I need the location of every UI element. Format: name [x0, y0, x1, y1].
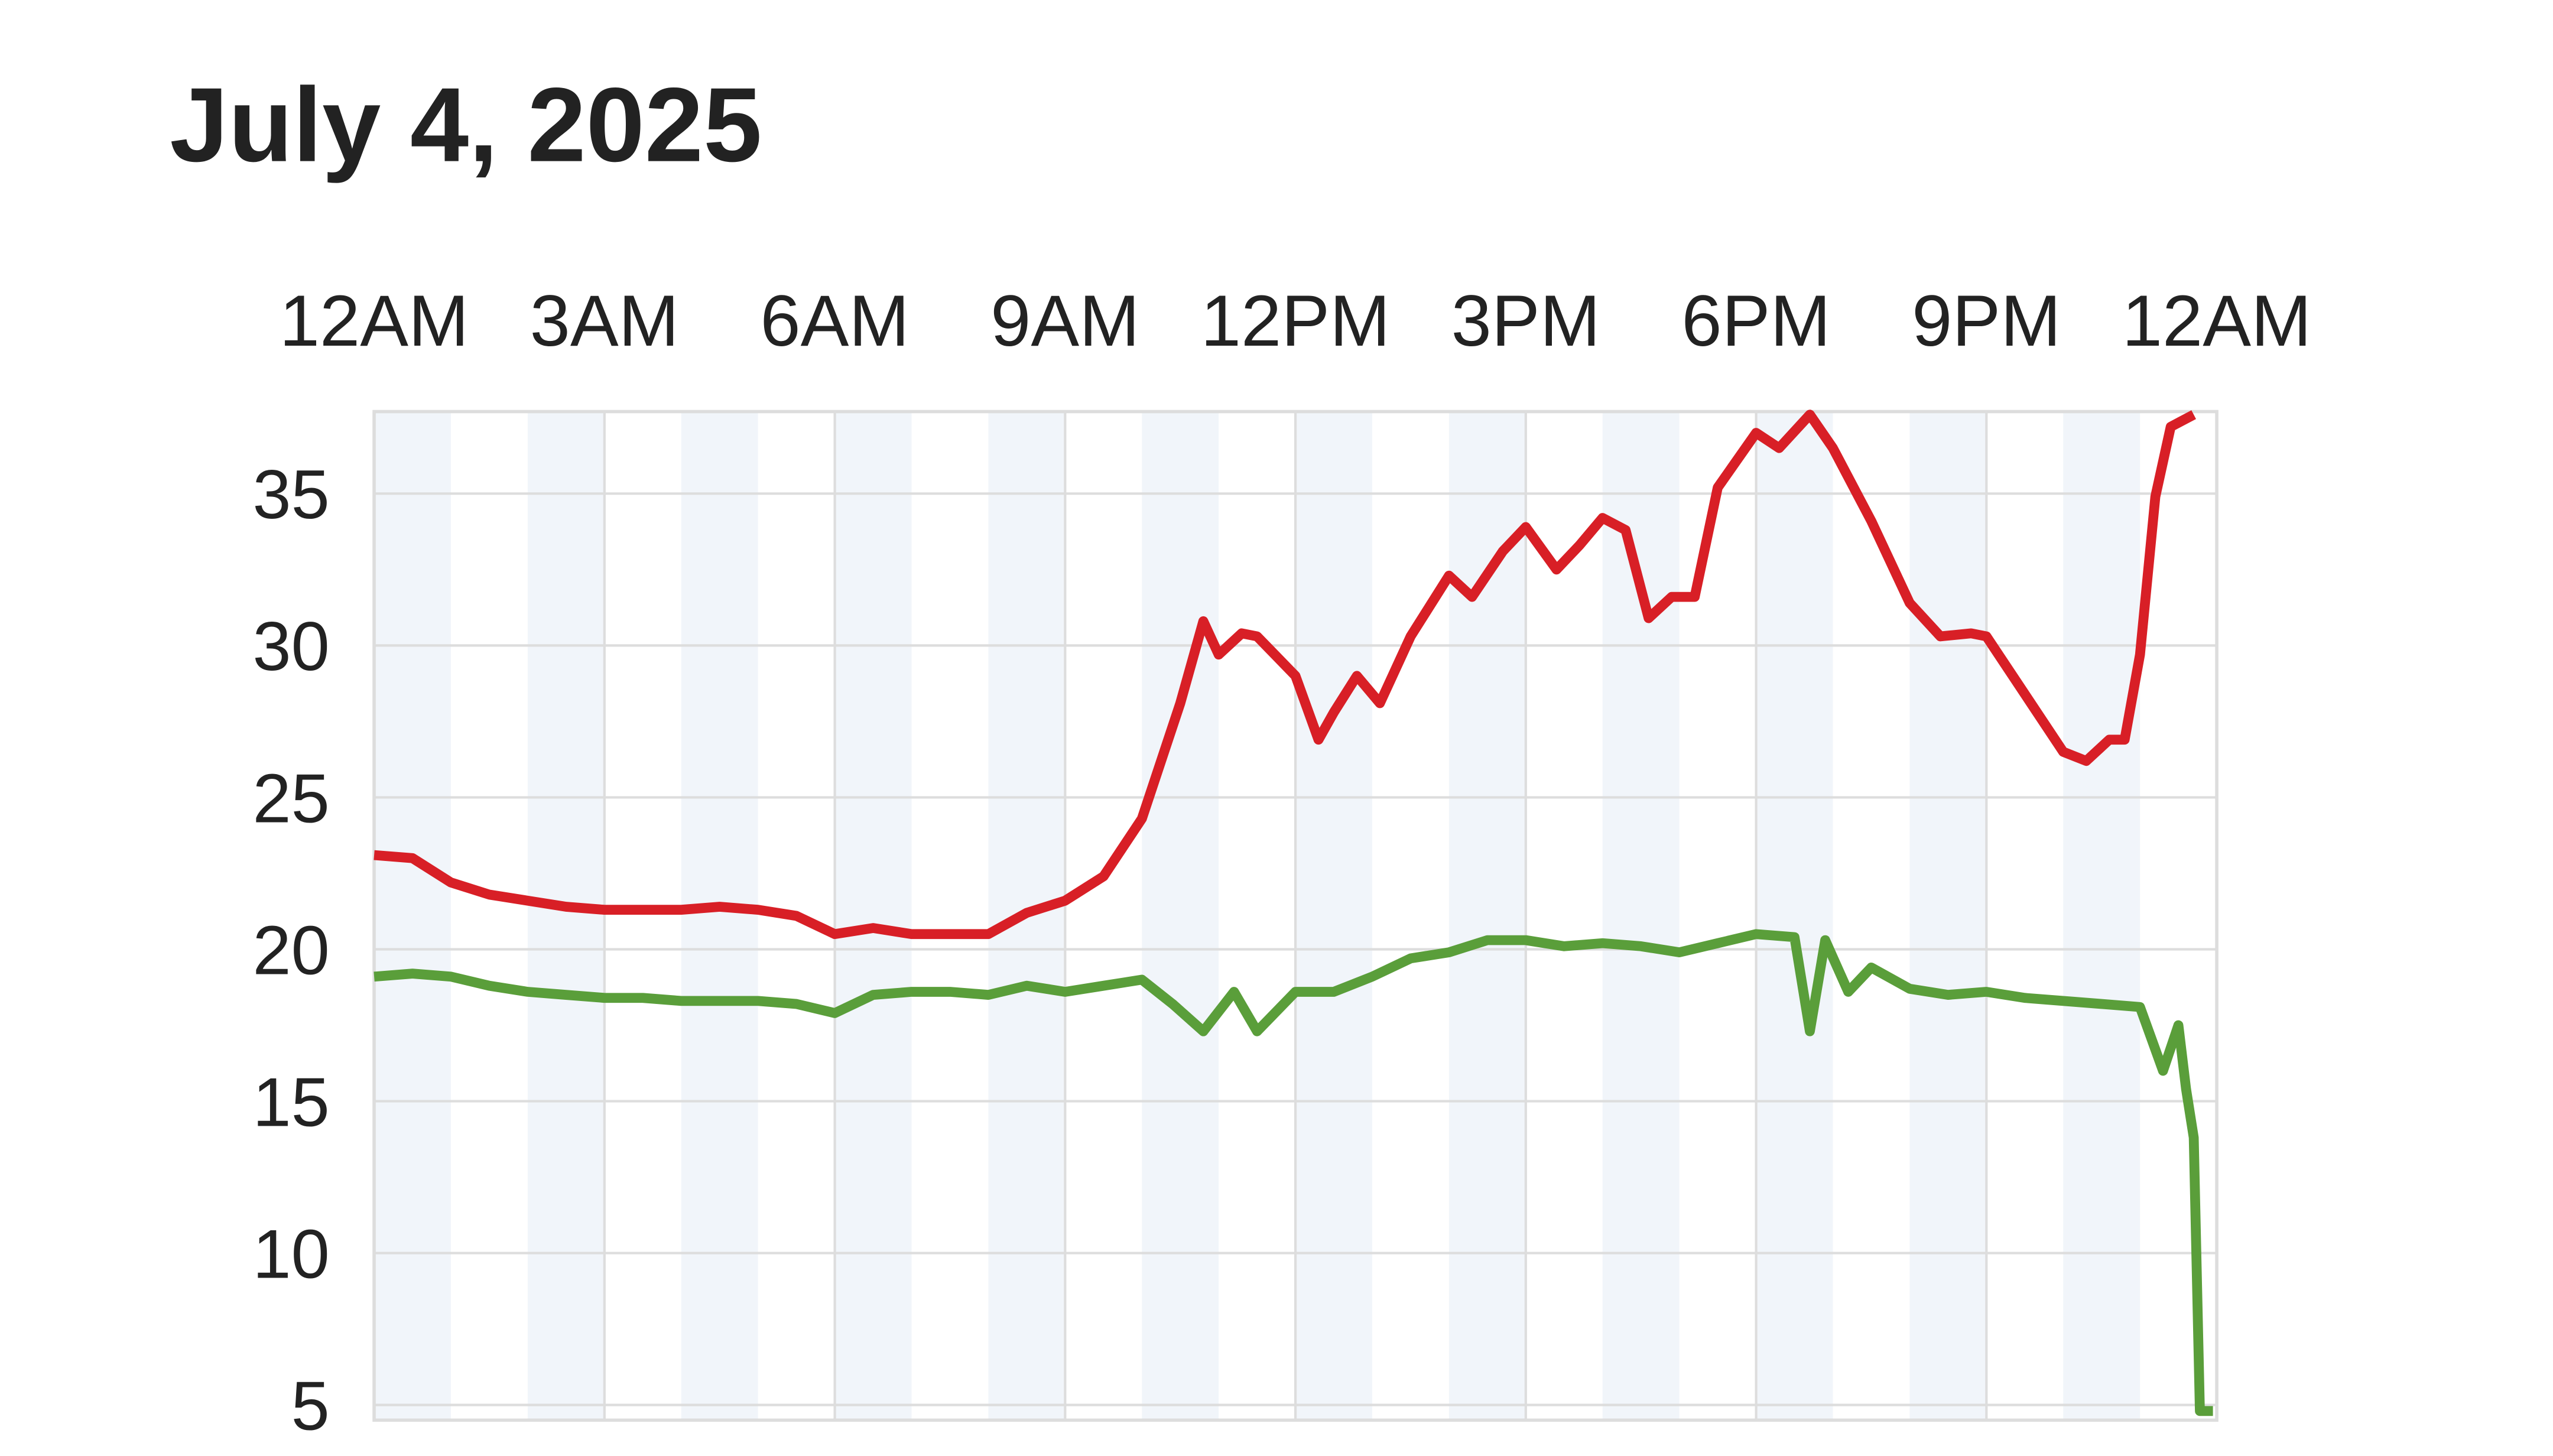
- x-tick-label: 12AM: [2122, 281, 2312, 362]
- x-tick-label: 3AM: [530, 281, 679, 362]
- hour-band: [1602, 411, 1680, 1421]
- hour-band: [2063, 411, 2141, 1421]
- hour-band: [1142, 411, 1219, 1421]
- hour-band: [1448, 411, 1526, 1421]
- x-tick-label: 12AM: [280, 281, 469, 362]
- data-line: [373, 410, 2197, 940]
- x-tick-label: 6AM: [760, 281, 909, 362]
- y-tick-label: 35: [252, 456, 329, 533]
- hour-band: [1295, 411, 1372, 1421]
- x-tick-label: 6PM: [1681, 281, 1830, 362]
- y-tick-label: 10: [252, 1215, 329, 1292]
- x-tick-label: 9AM: [990, 281, 1139, 362]
- y-tick-label: 5: [291, 1367, 330, 1444]
- hour-band: [527, 411, 605, 1421]
- data-line: [373, 929, 2213, 1416]
- x-tick-label: 9PM: [1912, 281, 2061, 362]
- chart-title: July 4, 2025: [170, 66, 762, 184]
- y-tick-label: 20: [252, 911, 329, 989]
- y-tick-label: 25: [252, 759, 329, 837]
- hour-band: [374, 411, 451, 1421]
- x-tick-label: 12PM: [1201, 281, 1391, 362]
- x-tick-label: 3PM: [1451, 281, 1600, 362]
- hour-band: [1909, 411, 1987, 1421]
- hour-band: [834, 411, 912, 1421]
- hour-band: [681, 411, 758, 1421]
- y-tick-label: 30: [252, 607, 329, 685]
- y-tick-label: 15: [252, 1063, 329, 1140]
- hour-band: [1756, 411, 1833, 1421]
